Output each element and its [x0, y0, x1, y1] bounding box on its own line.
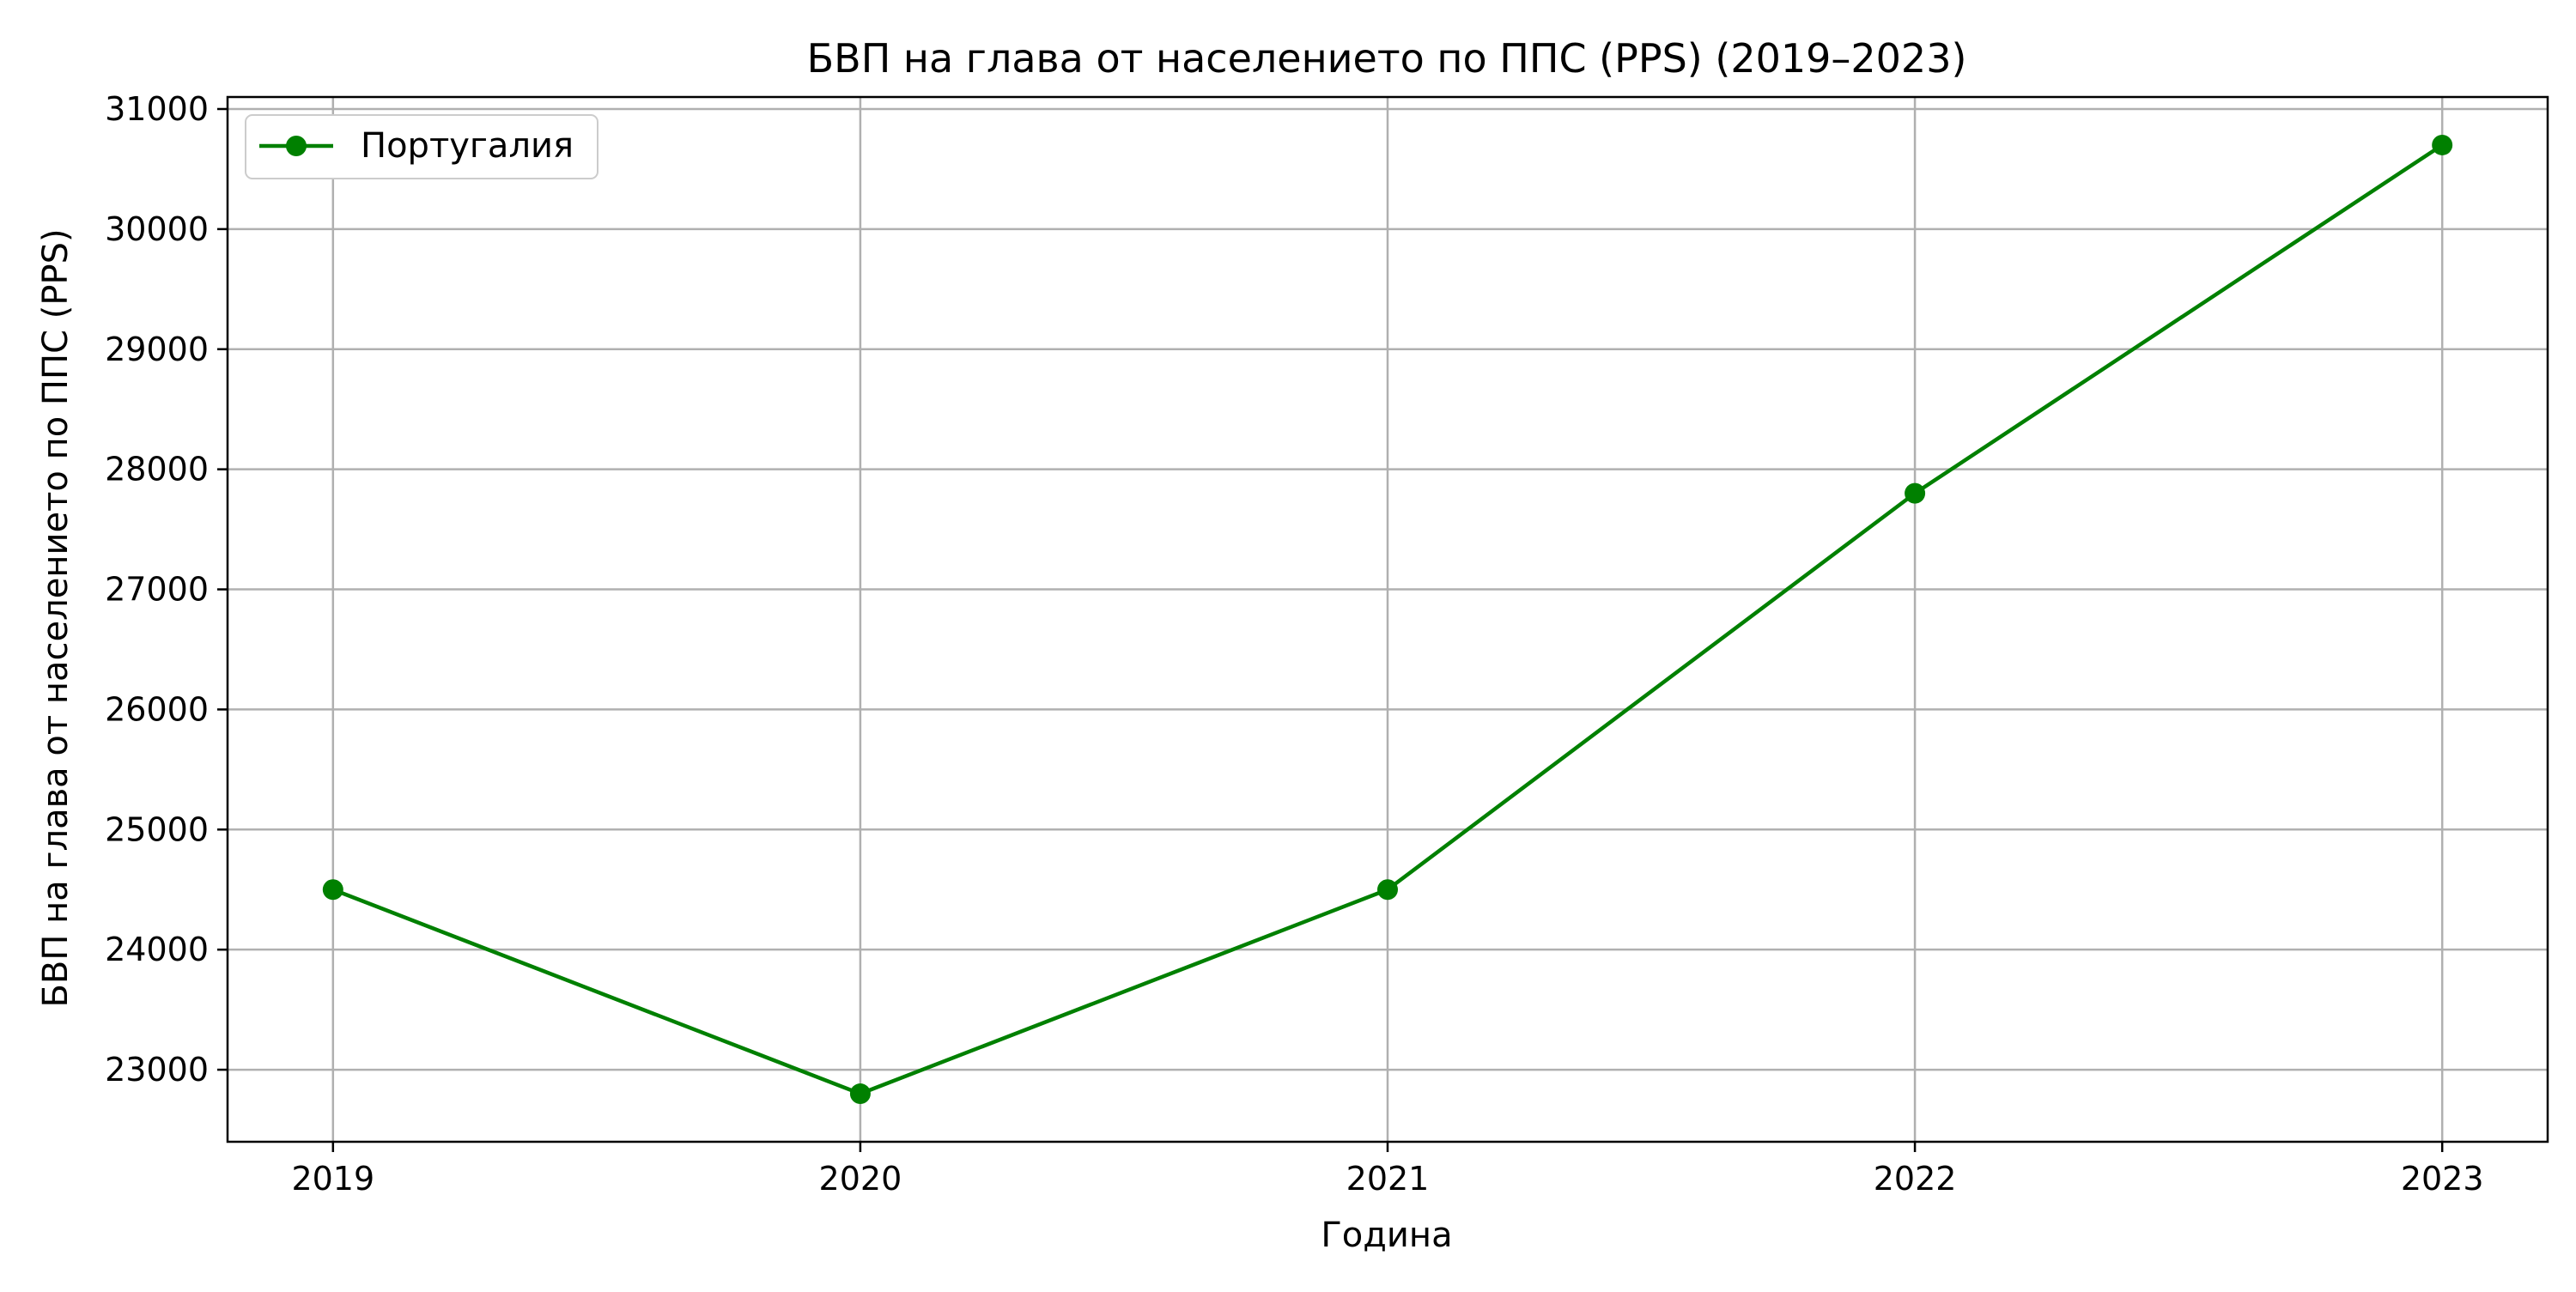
- series-layer: [322, 134, 2453, 1105]
- legend-series-marker: [286, 136, 307, 156]
- grid: [228, 97, 2548, 1142]
- y-tick-label: 26000: [105, 690, 209, 728]
- y-tick-label: 24000: [105, 931, 209, 968]
- y-axis-label: БВП на глава от населението по ППС (PPS): [36, 228, 76, 1007]
- y-tick-label: 31000: [105, 90, 209, 128]
- x-tick-label: 2019: [291, 1160, 374, 1198]
- data-point: [2432, 134, 2453, 155]
- x-axis: 2019 2020 2021 2022 2023: [291, 1142, 2484, 1198]
- y-tick-label: 30000: [105, 210, 209, 248]
- y-tick-label: 28000: [105, 451, 209, 488]
- x-tick-label: 2022: [1874, 1160, 1957, 1198]
- y-tick-label: 29000: [105, 331, 209, 368]
- y-axis: 23000 24000 25000 26000 27000 28000 29000 30000…: [105, 90, 228, 1089]
- data-point: [1377, 879, 1398, 901]
- x-tick-label: 2023: [2401, 1160, 2484, 1198]
- data-point: [849, 1083, 871, 1105]
- y-tick-label: 27000: [105, 571, 209, 609]
- x-axis-label: Година: [1321, 1216, 1452, 1255]
- x-tick-label: 2021: [1346, 1160, 1430, 1198]
- y-tick-label: 23000: [105, 1051, 209, 1089]
- legend-series-label: Португалия: [361, 126, 574, 166]
- chart-title: БВП на глава от населението по ППС (PPS)…: [807, 35, 1967, 82]
- y-tick-label: 25000: [105, 810, 209, 848]
- data-point: [1905, 482, 1926, 504]
- legend: Португалия: [245, 114, 598, 179]
- legend-box: [245, 114, 598, 179]
- data-point: [322, 879, 343, 901]
- x-tick-label: 2020: [819, 1160, 902, 1198]
